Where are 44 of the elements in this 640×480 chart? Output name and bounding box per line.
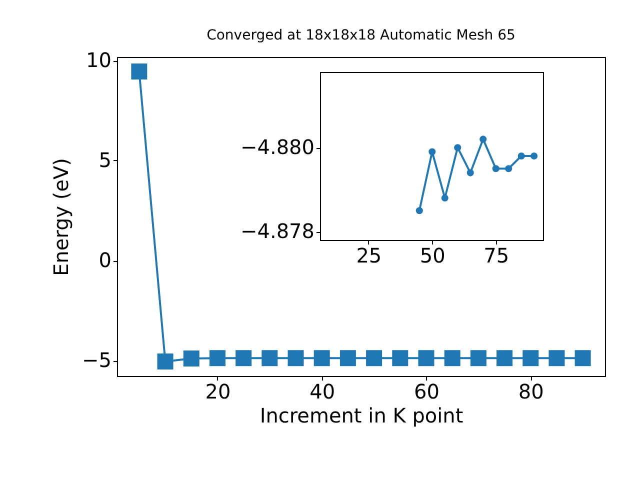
y-axis-title: Energy (eV) <box>49 158 74 276</box>
point <box>288 350 304 366</box>
point <box>530 152 538 160</box>
point <box>518 152 525 160</box>
point <box>428 148 436 156</box>
point <box>492 165 500 172</box>
point <box>392 350 408 366</box>
point <box>522 350 539 366</box>
point <box>444 350 460 366</box>
point <box>262 350 278 366</box>
x-tick-label: 50 <box>420 244 446 268</box>
point <box>480 136 487 143</box>
point <box>441 194 448 202</box>
point <box>505 165 512 172</box>
point <box>470 350 486 366</box>
point <box>209 350 226 366</box>
point <box>574 350 591 366</box>
x-tick-label: 60 <box>414 380 440 404</box>
point <box>466 169 474 176</box>
x-tick-label: 20 <box>205 380 231 404</box>
point <box>236 350 252 366</box>
point <box>314 350 330 366</box>
x-tick-label: 40 <box>310 380 336 404</box>
y-tick-label: 10 <box>86 48 112 72</box>
x-axis-title: Increment in K point <box>260 404 464 428</box>
point <box>418 350 434 366</box>
y-tick-label: 5 <box>98 148 112 172</box>
x-tick-label: 75 <box>484 244 510 268</box>
point <box>157 354 174 370</box>
point <box>454 144 462 152</box>
y-tick-label: −5 <box>82 348 112 372</box>
point <box>496 350 513 366</box>
y-tick-label: −4.880 <box>240 135 314 160</box>
point <box>416 207 423 214</box>
point <box>183 350 200 366</box>
y-tick-label: −4.878 <box>240 219 314 244</box>
point <box>131 64 148 80</box>
x-tick-label: 25 <box>356 244 382 268</box>
x-tick-label: 80 <box>518 380 544 404</box>
y-tick-label: 0 <box>98 248 112 272</box>
point <box>548 350 565 366</box>
chart-title: Converged at 18x18x18 Automatic Mesh 65 <box>206 28 516 44</box>
point <box>366 350 382 366</box>
point <box>340 350 356 366</box>
